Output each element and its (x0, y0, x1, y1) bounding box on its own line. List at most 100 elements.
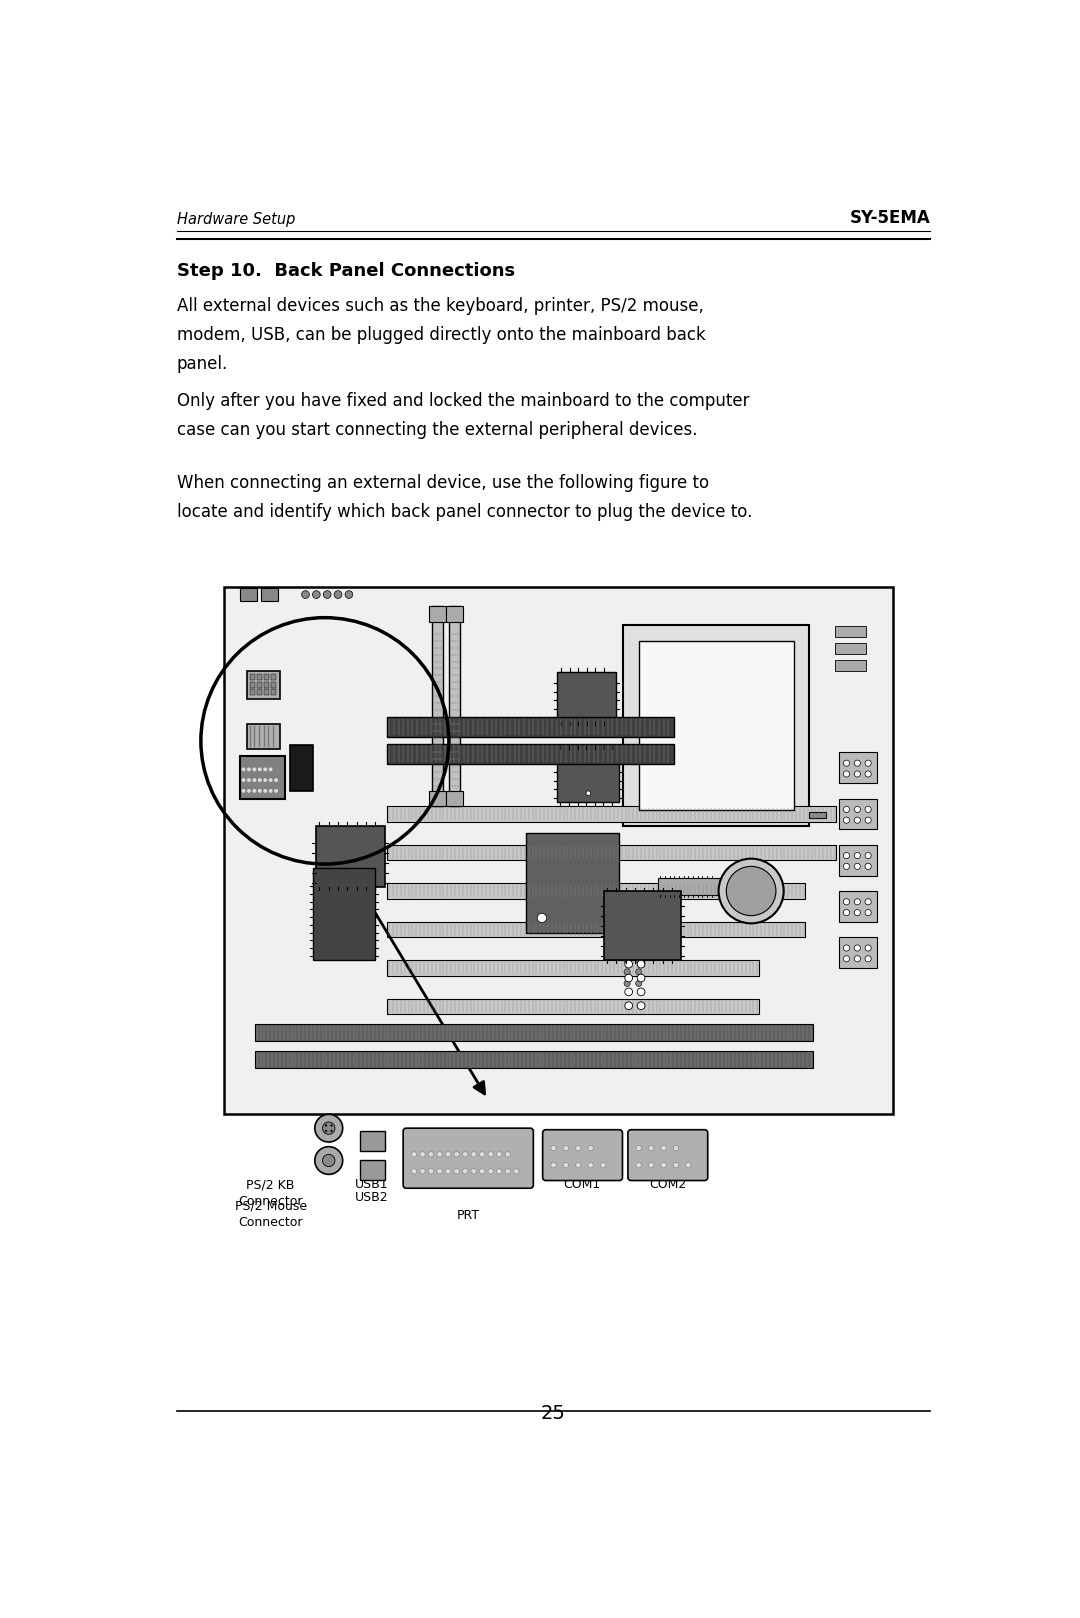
Circle shape (854, 817, 861, 824)
Circle shape (636, 981, 642, 987)
Circle shape (854, 909, 861, 916)
Bar (658, 879, 720, 895)
Circle shape (843, 853, 850, 859)
Text: When connecting an external device, use the following figure to: When connecting an external device, use … (177, 474, 708, 492)
Circle shape (843, 770, 850, 777)
Circle shape (551, 1162, 556, 1168)
Circle shape (843, 864, 850, 869)
Bar (446, 607, 463, 621)
Circle shape (865, 898, 872, 904)
Circle shape (625, 1002, 633, 1010)
Circle shape (624, 945, 631, 951)
Circle shape (505, 1152, 511, 1157)
Bar (271, 673, 276, 680)
Circle shape (637, 989, 645, 995)
Circle shape (537, 913, 546, 922)
Circle shape (727, 866, 775, 916)
Bar (835, 660, 866, 671)
Circle shape (854, 853, 861, 859)
Bar (839, 845, 877, 875)
Bar (623, 626, 809, 825)
Circle shape (312, 591, 321, 599)
Circle shape (323, 1154, 335, 1167)
Text: locate and identify which back panel connector to plug the device to.: locate and identify which back panel con… (177, 503, 753, 521)
Bar (249, 681, 255, 688)
Bar (264, 689, 269, 696)
Bar (257, 673, 262, 680)
Circle shape (865, 760, 872, 767)
Circle shape (242, 767, 245, 772)
Circle shape (325, 1129, 327, 1133)
Bar (446, 791, 463, 806)
Bar (240, 589, 257, 600)
Circle shape (253, 778, 256, 781)
Bar (315, 825, 386, 887)
Circle shape (624, 981, 631, 987)
Bar (257, 689, 262, 696)
Circle shape (673, 1162, 678, 1168)
Circle shape (411, 1168, 417, 1175)
Circle shape (843, 760, 850, 767)
Circle shape (563, 1162, 568, 1168)
Circle shape (323, 1121, 335, 1134)
Circle shape (269, 767, 272, 772)
Text: Step 10.  Back Panel Connections: Step 10. Back Panel Connections (177, 262, 515, 280)
Circle shape (471, 1168, 476, 1175)
Bar (291, 744, 313, 791)
Circle shape (843, 945, 850, 951)
Circle shape (242, 790, 245, 793)
Bar (387, 998, 759, 1014)
Circle shape (497, 1168, 502, 1175)
Circle shape (330, 1129, 333, 1133)
Circle shape (865, 909, 872, 916)
FancyBboxPatch shape (627, 1129, 707, 1181)
Text: All external devices such as the keyboard, printer, PS/2 mouse,: All external devices such as the keyboar… (177, 296, 704, 314)
Circle shape (588, 1162, 593, 1168)
Circle shape (843, 806, 850, 812)
Circle shape (854, 945, 861, 951)
Bar (387, 961, 759, 976)
Bar (257, 681, 262, 688)
Circle shape (600, 1162, 606, 1168)
Circle shape (314, 1147, 342, 1175)
Circle shape (637, 1002, 645, 1010)
Circle shape (454, 1168, 459, 1175)
Circle shape (253, 767, 256, 772)
Circle shape (437, 1152, 443, 1157)
Circle shape (673, 1146, 678, 1150)
Bar (839, 752, 877, 783)
FancyBboxPatch shape (542, 1129, 622, 1181)
Circle shape (269, 778, 272, 781)
Bar (271, 681, 276, 688)
Circle shape (247, 767, 251, 772)
Bar (449, 607, 460, 806)
Bar (264, 673, 269, 680)
Circle shape (462, 1168, 468, 1175)
Circle shape (429, 1168, 434, 1175)
Bar (249, 689, 255, 696)
Circle shape (624, 958, 631, 963)
Bar (247, 671, 280, 699)
Text: Hardware Setup: Hardware Setup (177, 212, 295, 227)
Bar (638, 641, 794, 811)
Text: PS/2 KB
Connector: PS/2 KB Connector (239, 1178, 302, 1209)
Circle shape (854, 864, 861, 869)
Circle shape (334, 591, 342, 599)
Bar (387, 806, 836, 822)
Bar (557, 671, 616, 722)
Circle shape (637, 961, 645, 968)
Bar (255, 1024, 813, 1040)
Text: Only after you have fixed and locked the mainboard to the computer: Only after you have fixed and locked the… (177, 392, 750, 409)
Bar (387, 717, 674, 738)
Circle shape (718, 859, 784, 924)
Circle shape (661, 1162, 666, 1168)
Circle shape (454, 1152, 459, 1157)
FancyBboxPatch shape (240, 756, 284, 799)
Circle shape (497, 1152, 502, 1157)
Circle shape (247, 790, 251, 793)
Circle shape (636, 958, 642, 963)
Circle shape (258, 790, 261, 793)
Circle shape (258, 767, 261, 772)
Circle shape (325, 1125, 327, 1126)
Text: COM1: COM1 (564, 1178, 600, 1191)
